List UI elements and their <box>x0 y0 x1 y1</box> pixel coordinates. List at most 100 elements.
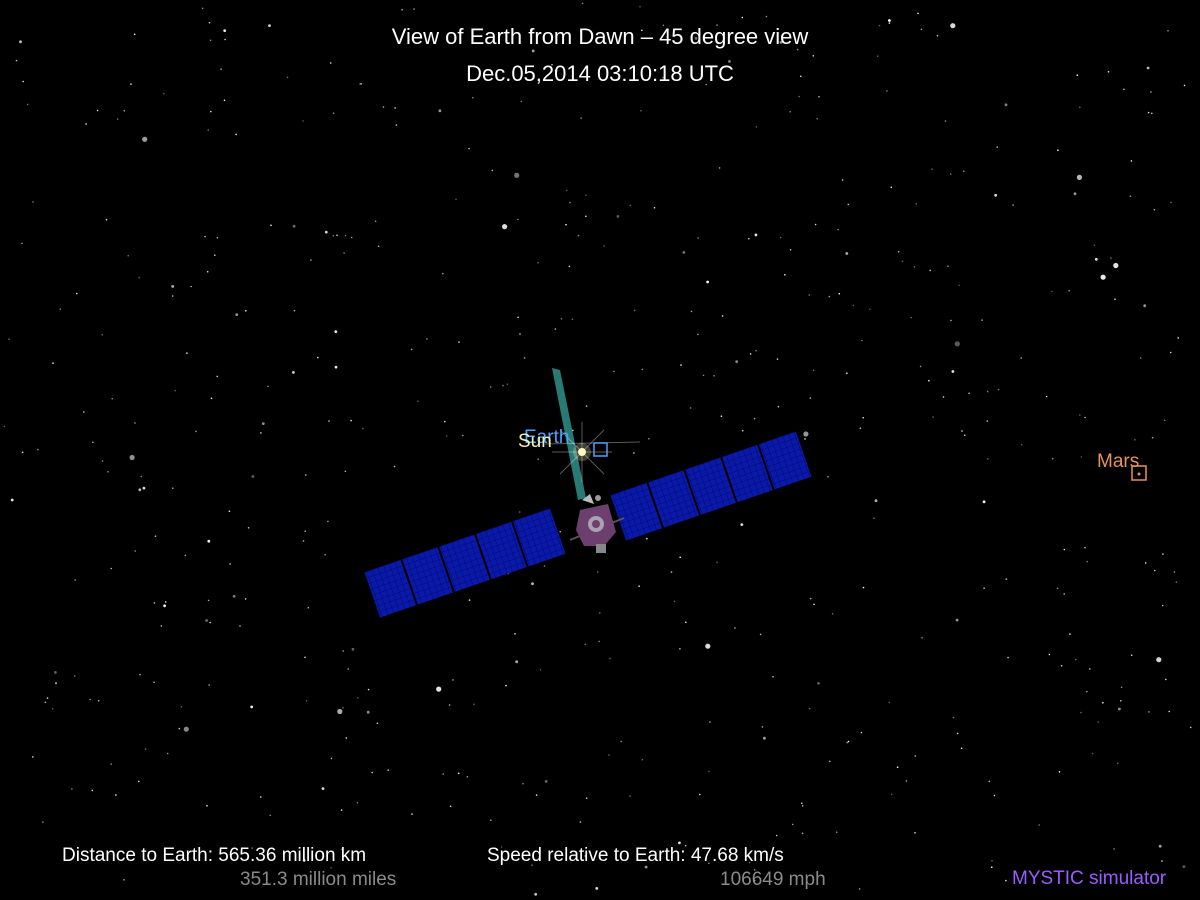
star <box>1073 192 1077 196</box>
star <box>1156 657 1162 663</box>
star <box>32 756 34 758</box>
star <box>449 805 452 808</box>
star <box>888 19 891 22</box>
star <box>138 780 140 783</box>
star <box>293 309 296 312</box>
star <box>46 697 49 699</box>
star <box>343 252 345 254</box>
star <box>356 801 359 804</box>
star <box>1094 257 1098 261</box>
star <box>539 669 542 671</box>
star <box>345 737 348 739</box>
star <box>779 236 782 239</box>
star <box>15 59 18 62</box>
star <box>520 100 523 103</box>
star <box>74 579 76 581</box>
star <box>310 259 312 261</box>
star <box>896 766 899 768</box>
view-title: View of Earth from Dawn – 45 degree view <box>391 24 809 49</box>
star <box>1102 702 1104 704</box>
star <box>153 602 156 604</box>
star <box>921 637 923 639</box>
star <box>42 821 44 823</box>
star <box>174 389 176 392</box>
star <box>1084 546 1086 549</box>
star <box>216 236 219 239</box>
star <box>505 684 507 687</box>
star <box>216 375 218 378</box>
star <box>861 339 863 342</box>
star <box>111 397 113 400</box>
star <box>351 647 355 651</box>
star <box>130 83 132 85</box>
star <box>584 643 587 646</box>
star <box>519 333 521 335</box>
star <box>1139 357 1142 359</box>
star <box>208 684 210 686</box>
star <box>305 474 307 476</box>
star <box>559 530 561 533</box>
star <box>1123 88 1125 91</box>
star <box>789 249 792 251</box>
simulator-credit: MYSTIC simulator <box>1012 868 1167 889</box>
star <box>417 400 419 403</box>
star <box>260 796 262 798</box>
star <box>956 732 959 735</box>
star <box>991 860 993 862</box>
star <box>321 787 325 790</box>
star <box>846 741 848 744</box>
star <box>1148 711 1150 713</box>
star <box>931 168 933 170</box>
star <box>699 793 701 796</box>
star <box>914 755 916 757</box>
star <box>680 364 682 366</box>
star <box>954 341 960 347</box>
distance-km-readout: Distance to Earth: 565.36 million km <box>62 845 367 866</box>
star <box>324 230 328 234</box>
star <box>1146 66 1150 70</box>
starfield <box>3 2 1192 896</box>
star <box>955 618 959 622</box>
star <box>1170 201 1172 204</box>
star <box>897 250 900 253</box>
star <box>776 358 779 360</box>
star <box>382 106 385 108</box>
star <box>123 879 125 881</box>
star <box>644 865 648 869</box>
star <box>1089 668 1091 670</box>
star <box>1086 560 1088 563</box>
star <box>800 75 802 78</box>
star <box>913 266 916 268</box>
star <box>860 731 863 734</box>
star <box>1167 30 1169 32</box>
star <box>662 24 665 27</box>
star <box>694 37 698 40</box>
star <box>1069 633 1071 635</box>
star <box>523 357 526 359</box>
star <box>163 604 167 608</box>
star <box>1189 726 1192 729</box>
star <box>153 681 155 683</box>
star <box>753 879 756 882</box>
star <box>1153 208 1156 211</box>
star <box>83 411 85 413</box>
star <box>803 431 809 437</box>
star <box>26 103 29 106</box>
star <box>292 224 296 228</box>
star <box>814 223 817 226</box>
star <box>952 716 955 719</box>
mars-marker[interactable] <box>1131 465 1147 481</box>
star <box>205 619 209 622</box>
earth-marker[interactable] <box>593 442 608 457</box>
star <box>133 33 136 36</box>
star <box>597 571 599 573</box>
star <box>1020 357 1022 359</box>
star <box>518 511 521 513</box>
star <box>1100 274 1106 280</box>
star <box>506 383 509 386</box>
speed-mph-readout: 106649 mph <box>720 869 826 890</box>
star <box>37 448 39 451</box>
star <box>96 109 99 112</box>
star <box>209 621 211 624</box>
star <box>779 41 783 44</box>
